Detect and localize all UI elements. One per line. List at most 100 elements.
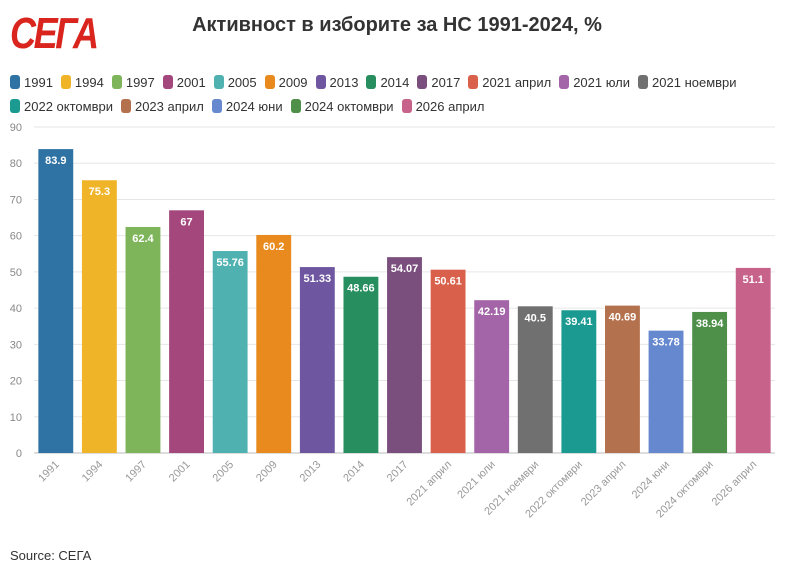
bar-value-label: 83.9 — [45, 155, 66, 167]
sega-logo: СЕГА — [10, 9, 99, 58]
x-tick-label: 2009 — [254, 459, 280, 485]
legend-label: 2024 юни — [225, 98, 283, 114]
legend-label: 2001 — [176, 74, 206, 90]
legend-label: 2005 — [227, 74, 257, 90]
legend-swatch — [290, 99, 301, 113]
bar — [299, 267, 335, 453]
bar — [474, 300, 510, 453]
bar — [81, 180, 117, 453]
legend-item[interactable]: 2009 — [264, 70, 308, 94]
legend-item[interactable]: 2014 — [366, 70, 409, 94]
legend-item[interactable]: 2026 април — [401, 94, 485, 118]
bar-value-label: 75.3 — [89, 186, 110, 198]
bar — [387, 257, 422, 453]
bar — [343, 276, 379, 453]
bar — [692, 311, 728, 453]
bar-value-label: 40.5 — [525, 312, 546, 324]
legend-swatch — [213, 75, 224, 89]
legend-item[interactable]: 1994 — [60, 70, 104, 94]
x-tick-label: 2005 — [210, 459, 236, 485]
y-tick-label: 50 — [10, 267, 22, 279]
legend-label: 2021 април — [482, 74, 552, 90]
legend-swatch — [162, 75, 173, 89]
legend-item[interactable]: 2024 октомври — [290, 94, 394, 118]
bar-value-label: 48.66 — [347, 283, 375, 295]
legend-swatch — [60, 75, 71, 89]
legend-row: 1991 1994 1997 2001 2005 2009 2013 2014 2017 2021… — [10, 70, 790, 118]
bar-value-label: 42.19 — [478, 306, 506, 318]
legend-item[interactable]: 2021 ноември — [638, 70, 737, 94]
legend-label: 2026 април — [415, 98, 485, 114]
legend-label: 2023 април — [134, 98, 204, 114]
y-tick-label: 90 — [10, 122, 22, 134]
legend-label: 2009 — [278, 74, 308, 90]
legend-label: 2021 юли — [573, 74, 631, 90]
bar-value-label: 67 — [180, 216, 192, 228]
legend-label: 2021 ноември — [652, 74, 737, 90]
legend-item[interactable]: 2024 юни — [211, 94, 283, 118]
legend-swatch — [366, 75, 377, 89]
x-tick-label: 2021 юли — [455, 459, 498, 502]
legend-swatch — [211, 99, 222, 113]
legend-item[interactable]: 2013 — [315, 70, 359, 94]
legend-label: 1991 — [24, 74, 53, 90]
x-tick-label: 2026 април — [710, 459, 760, 509]
legend-label: 1994 — [74, 74, 104, 90]
legend-item[interactable]: 2021 юли — [559, 70, 630, 94]
bar-value-label: 50.61 — [434, 276, 462, 288]
x-tick-label: 2023 април — [579, 459, 629, 509]
legend-swatch — [10, 75, 20, 89]
legend-item[interactable]: 1991 — [10, 70, 53, 94]
x-tick-label: 2017 — [385, 459, 411, 485]
bar-value-label: 62.4 — [132, 233, 154, 245]
x-tick-label: 2024 юни — [630, 459, 672, 501]
x-tick-label: 2013 — [298, 459, 324, 485]
x-tick-label: 2014 — [341, 459, 367, 485]
bar — [256, 234, 292, 453]
bar — [169, 210, 204, 453]
legend-item[interactable]: 2017 — [417, 70, 460, 94]
legend-swatch — [468, 75, 479, 89]
legend-swatch — [638, 75, 649, 89]
bar-value-label: 55.76 — [216, 257, 244, 269]
bar-value-label: 33.78 — [652, 337, 680, 349]
x-tick-label: 1997 — [123, 459, 149, 485]
y-tick-label: 60 — [10, 231, 22, 243]
y-tick-label: 10 — [10, 412, 22, 424]
legend-item[interactable]: 1997 — [111, 70, 155, 94]
legend-swatch — [315, 75, 326, 89]
legend-swatch — [264, 75, 275, 89]
y-tick-label: 30 — [10, 339, 22, 351]
legend-label: 2013 — [329, 74, 359, 90]
legend-label: 2017 — [431, 74, 461, 90]
x-tick-label: 1991 — [36, 459, 62, 485]
legend-swatch — [559, 75, 570, 89]
bar — [561, 310, 597, 453]
bar-value-label: 51.33 — [304, 273, 332, 285]
legend-label: 2014 — [380, 74, 410, 90]
legend-label: 2022 октомври — [24, 98, 113, 114]
chart-title: Активност в изборите за НС 1991-2024, % — [192, 14, 602, 36]
legend-item[interactable]: 2001 — [162, 70, 206, 94]
x-tick-label: 2021 април — [405, 459, 455, 509]
bar — [648, 330, 684, 453]
bar-chart: 0 10 20 30 40 50 60 70 80 90 83.9 1991 75.3 1994 62.4 1… — [10, 122, 775, 520]
legend-item[interactable]: 2022 октомври — [10, 94, 113, 118]
legend-swatch — [120, 99, 131, 113]
bar — [212, 251, 248, 453]
bar-value-label: 38.94 — [696, 318, 724, 330]
legend-swatch — [417, 75, 428, 89]
bar — [38, 149, 74, 453]
y-tick-label: 40 — [10, 303, 22, 315]
chart-legend: 1991 1994 1997 2001 2005 2009 2013 2014 2017 2021… — [10, 70, 790, 118]
bar — [430, 269, 466, 453]
legend-item[interactable]: 2005 — [213, 70, 257, 94]
legend-label: 1997 — [125, 74, 155, 90]
legend-item[interactable]: 2023 април — [120, 94, 204, 118]
y-tick-label: 70 — [10, 194, 22, 206]
legend-item[interactable]: 2021 април — [468, 70, 551, 94]
legend-swatch — [111, 75, 122, 89]
bar — [517, 306, 553, 453]
bar-value-label: 51.1 — [742, 274, 763, 286]
bar-value-label: 40.69 — [609, 312, 637, 324]
